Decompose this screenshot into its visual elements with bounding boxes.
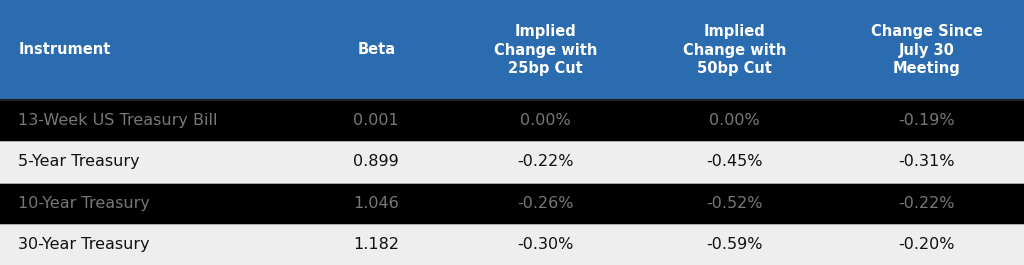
Text: Implied
Change with
50bp Cut: Implied Change with 50bp Cut: [683, 24, 786, 76]
Text: 1.046: 1.046: [353, 196, 399, 211]
Text: 0.899: 0.899: [353, 154, 399, 169]
Text: Implied
Change with
25bp Cut: Implied Change with 25bp Cut: [494, 24, 597, 76]
Text: 5-Year Treasury: 5-Year Treasury: [18, 154, 140, 169]
Bar: [0, 224, 1024, 265]
Text: 10-Year Treasury: 10-Year Treasury: [18, 196, 151, 211]
Bar: [0, 100, 1024, 141]
Text: 1.182: 1.182: [353, 237, 399, 252]
Bar: [0, 183, 1024, 224]
Text: -0.45%: -0.45%: [707, 154, 763, 169]
Text: -0.31%: -0.31%: [898, 154, 955, 169]
Text: Instrument: Instrument: [18, 42, 111, 58]
Text: -0.22%: -0.22%: [898, 196, 955, 211]
Text: Beta: Beta: [357, 42, 395, 58]
Bar: [0, 0, 1024, 100]
Text: 13-Week US Treasury Bill: 13-Week US Treasury Bill: [18, 113, 218, 128]
Bar: [0, 141, 1024, 183]
Text: -0.19%: -0.19%: [898, 113, 955, 128]
Text: -0.22%: -0.22%: [517, 154, 573, 169]
Text: Change Since
July 30
Meeting: Change Since July 30 Meeting: [870, 24, 983, 76]
Text: -0.20%: -0.20%: [898, 237, 955, 252]
Text: -0.52%: -0.52%: [707, 196, 763, 211]
Text: -0.26%: -0.26%: [517, 196, 573, 211]
Text: -0.30%: -0.30%: [517, 237, 573, 252]
Text: 0.001: 0.001: [353, 113, 399, 128]
Text: 0.00%: 0.00%: [520, 113, 570, 128]
Text: 0.00%: 0.00%: [710, 113, 760, 128]
Text: 30-Year Treasury: 30-Year Treasury: [18, 237, 151, 252]
Text: -0.59%: -0.59%: [707, 237, 763, 252]
